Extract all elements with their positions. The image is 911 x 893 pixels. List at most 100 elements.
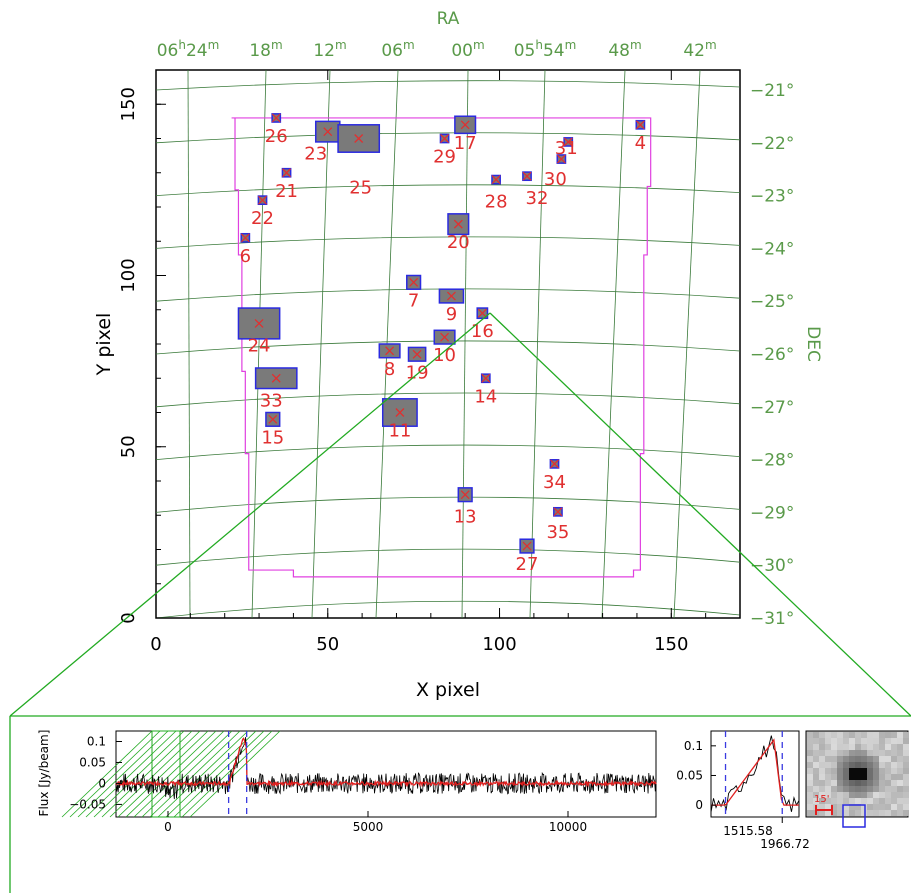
dec-grid-line xyxy=(155,392,741,408)
thumbnail-pixel xyxy=(825,792,831,798)
ra-tick-label: 06m xyxy=(381,38,414,61)
x-axis-label: X pixel xyxy=(416,679,480,701)
thumbnail-pixel xyxy=(813,780,819,786)
thumbnail-pixel xyxy=(825,780,831,786)
thumbnail-pixel xyxy=(825,768,831,774)
dec-tick-label: −24° xyxy=(750,239,794,259)
dec-tick-label: −30° xyxy=(750,556,794,576)
source-marker-33 xyxy=(271,373,281,383)
source-label-4: 4 xyxy=(635,133,646,154)
thumbnail-pixel xyxy=(819,756,825,762)
source-label-28: 28 xyxy=(485,192,508,213)
hatch-line xyxy=(149,730,241,818)
zoom-line-left xyxy=(9,312,491,717)
thumbnail-pixel xyxy=(843,780,849,786)
thumbnail-pixel xyxy=(807,798,813,804)
dec-axis-label: DEC xyxy=(803,326,823,362)
thumbnail-pixel xyxy=(819,738,825,744)
y-axis-label: Y pixel xyxy=(93,313,115,377)
thumbnail-pixels xyxy=(807,732,909,816)
thumbnail-pixel xyxy=(807,786,813,792)
zoom-connector xyxy=(9,312,911,893)
thumbnail-pixel xyxy=(819,744,825,750)
thumbnail-pixel xyxy=(831,762,837,768)
thumbnail-pixel xyxy=(873,738,879,744)
hatch-line xyxy=(189,730,281,818)
thumbnail-pixel xyxy=(837,798,843,804)
dec-tick-label: −22° xyxy=(750,134,794,154)
thumbnail-pixel xyxy=(861,756,867,762)
thumbnail-pixel xyxy=(855,750,861,756)
thumbnail-pixel xyxy=(849,744,855,750)
hatch-line xyxy=(173,730,265,818)
thumbnail-pixel xyxy=(873,810,879,816)
source-label-23: 23 xyxy=(304,144,327,165)
thumbnail-pixel xyxy=(843,750,849,756)
thumbnail-pixel xyxy=(855,738,861,744)
source-marker-30 xyxy=(556,154,566,164)
thumbnail-pixel xyxy=(819,780,825,786)
thumbnail-pixel xyxy=(855,774,861,780)
thumbnail-pixel xyxy=(873,780,879,786)
thumbnail-pixel xyxy=(873,750,879,756)
thumbnail-pixel xyxy=(837,762,843,768)
thumbnail-pixel xyxy=(849,780,855,786)
spectrum-y-tick-label: 0.1 xyxy=(87,734,106,748)
hatch-line xyxy=(101,730,193,818)
x-tick-label: 50 xyxy=(316,634,339,655)
thumbnail-pixel xyxy=(867,768,873,774)
ra-grid-line xyxy=(251,69,267,619)
thumbnail-pixel xyxy=(867,738,873,744)
thumbnail-pixel xyxy=(873,756,879,762)
thumbnail-pixel xyxy=(813,744,819,750)
thumbnail-pixel xyxy=(873,792,879,798)
thumbnail-pixel xyxy=(813,732,819,738)
source-label-9: 9 xyxy=(446,304,457,325)
source-marker-35 xyxy=(553,507,563,517)
thumbnail-pixel xyxy=(897,792,903,798)
thumbnail-pixel xyxy=(855,762,861,768)
source-label-19: 19 xyxy=(406,362,429,383)
thumbnail-pixel xyxy=(879,756,885,762)
zoom-y-tick-label: 0.05 xyxy=(676,768,703,782)
thumbnail-pixel xyxy=(867,732,873,738)
thumbnail-pixel xyxy=(813,738,819,744)
source-marker-25 xyxy=(354,134,364,143)
thumbnail-pixel xyxy=(903,780,909,786)
ra-tick-label: 06h24m xyxy=(157,38,220,61)
thumbnail-pixel xyxy=(807,732,813,738)
thumbnail-pixel xyxy=(825,774,831,780)
zoom-y-tick-label: 0 xyxy=(695,798,703,812)
thumbnail-pixel xyxy=(813,798,819,804)
thumbnail-pixel xyxy=(825,786,831,792)
thumbnail-pixel xyxy=(885,744,891,750)
thumbnail-pixel xyxy=(903,756,909,762)
hatch-line xyxy=(117,730,209,818)
ra-tick-label: 18m xyxy=(249,38,282,61)
source-label-14: 14 xyxy=(474,386,497,407)
thumbnail-mask xyxy=(842,804,866,828)
thumbnail-pixel xyxy=(831,798,837,804)
thumbnail-pixel xyxy=(837,768,843,774)
thumbnail-pixel xyxy=(831,804,837,810)
dec-tick-label: −28° xyxy=(750,451,794,471)
source-label-27: 27 xyxy=(516,554,539,575)
thumbnail-pixel xyxy=(831,738,837,744)
thumbnail-pixel xyxy=(879,744,885,750)
thumbnail-pixel xyxy=(837,792,843,798)
source-marker-27 xyxy=(522,541,532,551)
thumbnail-pixel xyxy=(849,786,855,792)
hatch-line xyxy=(133,730,225,818)
dec-tick-label: −27° xyxy=(750,398,794,418)
source-label-34: 34 xyxy=(543,472,566,493)
dec-grid-line xyxy=(155,548,741,566)
thumbnail-pixel xyxy=(873,798,879,804)
main-axis-ticks: 0 50 100 150 0 50 100 150 xyxy=(118,69,741,655)
thumbnail-pixel xyxy=(891,756,897,762)
thumbnail-pixel xyxy=(861,732,867,738)
y-tick-label: 150 xyxy=(118,87,139,121)
thumbnail-pixel xyxy=(891,804,897,810)
thumbnail-pixel xyxy=(891,774,897,780)
